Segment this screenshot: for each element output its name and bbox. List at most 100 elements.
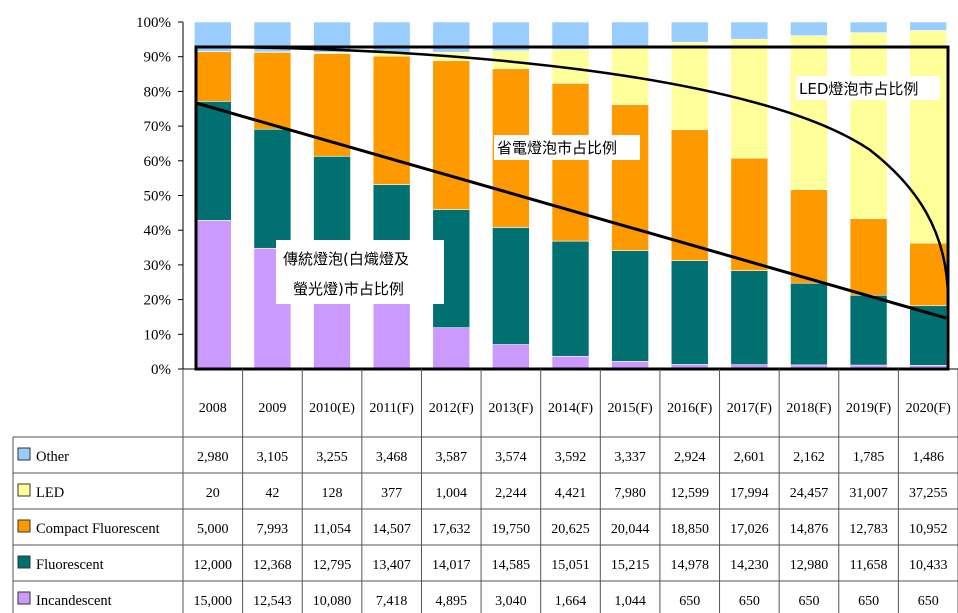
table-cell-fluorescent: 15,051: [551, 558, 590, 573]
table-cell-other: 1,486: [912, 450, 944, 465]
table-cell-compact-fluorescent: 20,044: [611, 522, 650, 537]
table-cell-fluorescent: 12,795: [313, 558, 352, 573]
x-category-label: 2016(F): [667, 401, 712, 416]
bar-segment-fluorescent: [909, 305, 947, 366]
table-cell-led: 4,421: [555, 486, 587, 501]
data-table: 2008 2009 2010(E) 2011(F) 2012(F) 2013(F) 2014…: [12, 368, 958, 613]
x-category-label: 2009: [258, 401, 286, 416]
bar-segment-compact-fluorescent: [253, 51, 292, 130]
table-cell-incandescent: 1,664: [555, 594, 587, 609]
x-category-label: 2015(F): [608, 401, 653, 416]
table-cell-fluorescent: 14,230: [730, 558, 769, 573]
bar-segment-incandescent: [194, 219, 232, 370]
bar-segment-fluorescent: [492, 227, 530, 345]
traditional-share-annotation-line1: 傳統燈泡(白熾燈及: [283, 250, 409, 268]
bar-segment-fluorescent: [790, 282, 828, 366]
y-tick-label: 0%: [151, 362, 171, 378]
legend-label-compact-fluorescent: Compact Fluorescent: [36, 521, 160, 537]
table-cell-incandescent: 650: [798, 594, 819, 609]
table-cell-led: 20: [206, 486, 220, 501]
legend-label-other: Other: [36, 449, 69, 465]
bar-segment-compact-fluorescent: [551, 83, 590, 242]
annotations: LED燈泡市占比例 省電燈泡市占比例 傳統燈泡(白熾燈及 螢光燈)市占比例: [276, 76, 940, 304]
bar-segment-fluorescent: [551, 240, 590, 357]
table-cell-other: 3,587: [436, 450, 468, 465]
table-cell-compact-fluorescent: 17,632: [432, 522, 471, 537]
bar-segment-led: [909, 30, 947, 244]
table-cell-other: 1,785: [853, 450, 885, 465]
table-cell-incandescent: 1,044: [614, 594, 646, 609]
table-cell-led: 37,255: [909, 486, 948, 501]
bar-segment-other: [909, 21, 947, 31]
y-tick-label: 60%: [144, 154, 172, 170]
table-cell-compact-fluorescent: 14,507: [372, 522, 411, 537]
bar-segment-compact-fluorescent: [849, 218, 888, 296]
bar-segment-fluorescent: [253, 128, 292, 249]
y-tick-label: 30%: [144, 258, 172, 274]
legend-label-fluorescent: Fluorescent: [36, 557, 104, 573]
bar-segment-compact-fluorescent: [372, 55, 411, 185]
table-cell-compact-fluorescent: 20,625: [551, 522, 590, 537]
y-tick-label: 90%: [144, 50, 172, 66]
table-cell-incandescent: 650: [858, 594, 879, 609]
table-cell-fluorescent: 11,658: [850, 558, 888, 573]
table-cell-other: 3,255: [316, 450, 348, 465]
legend-swatch-compact-fluorescent: [17, 519, 31, 533]
y-tick-label: 20%: [144, 293, 172, 309]
legend-swatch-led: [17, 483, 31, 497]
table-cell-compact-fluorescent: 12,783: [849, 522, 888, 537]
bar-segment-compact-fluorescent: [670, 129, 709, 261]
legend-swatch-other: [17, 447, 31, 461]
x-category-label: 2014(F): [548, 401, 593, 416]
table-cell-incandescent: 10,080: [313, 594, 352, 609]
table-cell-incandescent: 650: [739, 594, 760, 609]
table-cell-other: 2,601: [734, 450, 766, 465]
traditional-share-annotation-line2: 螢光燈)市占比例: [293, 280, 404, 298]
bar-segment-led: [790, 35, 828, 190]
table-cell-compact-fluorescent: 17,026: [730, 522, 769, 537]
table-cell-fluorescent: 10,433: [909, 558, 948, 573]
table-cell-led: 17,994: [730, 486, 769, 501]
x-category-label: 2019(F): [846, 401, 891, 416]
table-cell-led: 24,457: [790, 486, 829, 501]
table-cell-other: 2,162: [793, 450, 825, 465]
y-tick-label: 40%: [144, 223, 172, 239]
table-cell-compact-fluorescent: 19,750: [492, 522, 531, 537]
table-cell-incandescent: 12,543: [253, 594, 292, 609]
table-cell-compact-fluorescent: 14,876: [790, 522, 829, 537]
table-cell-fluorescent: 14,585: [492, 558, 531, 573]
y-tick-label: 10%: [144, 327, 172, 343]
table-cell-fluorescent: 12,000: [194, 558, 233, 573]
bar-segment-other: [611, 21, 649, 47]
table-cell-compact-fluorescent: 11,054: [313, 522, 351, 537]
bar-segment-compact-fluorescent: [730, 157, 769, 271]
traditional-share-trend-line: [195, 101, 947, 320]
table-cell-other: 2,980: [197, 450, 229, 465]
table-cell-incandescent: 3,040: [495, 594, 527, 609]
table-cell-other: 2,924: [674, 450, 706, 465]
legend-label-led: LED: [36, 485, 64, 501]
table-cell-incandescent: 650: [918, 594, 939, 609]
table-cell-compact-fluorescent: 7,993: [257, 522, 289, 537]
table-cell-led: 42: [265, 486, 279, 501]
table-cell-compact-fluorescent: 10,952: [909, 522, 948, 537]
table-cell-incandescent: 7,418: [376, 594, 408, 609]
bar-segment-other: [551, 21, 590, 50]
x-category-label: 2013(F): [488, 401, 533, 416]
table-cell-fluorescent: 15,215: [611, 558, 650, 573]
bar-segment-incandescent: [372, 302, 411, 370]
table-cell-fluorescent: 12,980: [790, 558, 829, 573]
bar-segment-incandescent: [551, 355, 590, 370]
table-cell-fluorescent: 13,407: [372, 558, 411, 573]
y-tick-label: 80%: [144, 84, 172, 100]
table-cell-led: 7,980: [614, 486, 646, 501]
x-category-label: 2018(F): [786, 401, 831, 416]
bar-segment-other: [670, 21, 709, 43]
bar-segment-other: [790, 21, 828, 36]
x-category-label: 2008: [199, 401, 227, 416]
bar-segment-compact-fluorescent: [432, 60, 471, 210]
y-tick-label: 100%: [136, 15, 171, 31]
bar-segment-compact-fluorescent: [194, 51, 232, 102]
y-tick-label: 50%: [144, 189, 172, 205]
table-cell-incandescent: 4,895: [436, 594, 468, 609]
